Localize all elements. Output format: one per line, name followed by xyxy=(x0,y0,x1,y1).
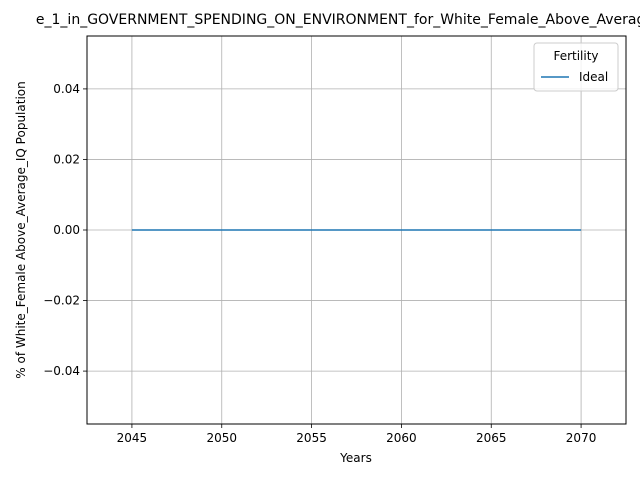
x-tick-label: 2050 xyxy=(206,431,237,445)
chart-title: e_1_in_GOVERNMENT_SPENDING_ON_ENVIRONMEN… xyxy=(36,12,640,28)
y-tick-label: −0.04 xyxy=(43,364,80,378)
x-tick-label: 2060 xyxy=(386,431,417,445)
legend-box xyxy=(533,42,619,92)
x-tick-label: 2065 xyxy=(476,431,507,445)
x-tick-label: 2070 xyxy=(566,431,597,445)
legend-series-label: Ideal xyxy=(579,70,608,84)
y-axis-label: % of White_Female Above_Average_IQ Popul… xyxy=(14,81,28,378)
x-tick-label: 2055 xyxy=(296,431,327,445)
y-tick-label: 0.00 xyxy=(53,223,80,237)
tick-layer: 2045 2050 2055 2060 2065 2070 −0.04 −0.02 0.00 0.… xyxy=(43,82,596,445)
y-tick-label: 0.04 xyxy=(53,82,80,96)
x-tick-label: 2045 xyxy=(117,431,148,445)
legend: Fertility Ideal xyxy=(533,42,619,92)
legend-title: Fertility xyxy=(553,49,598,63)
x-axis-label: Years xyxy=(339,451,372,465)
y-tick-label: 0.02 xyxy=(53,152,80,166)
y-tick-label: −0.02 xyxy=(43,294,80,308)
